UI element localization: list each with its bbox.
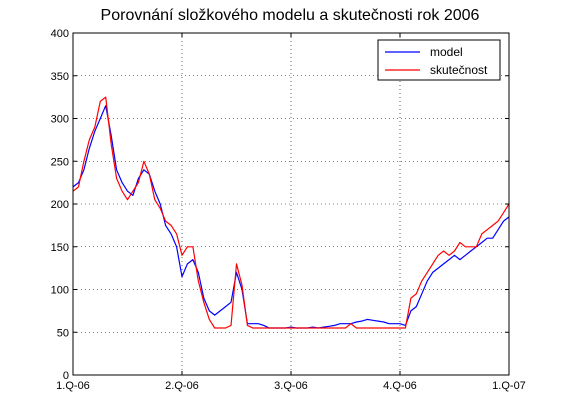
y-tick-label: 50 [57, 327, 69, 339]
y-axis: 0 50 100 150 200 250 300 350 400 [51, 28, 509, 382]
y-tick-label: 0 [63, 370, 69, 382]
grid-lines [73, 33, 509, 375]
legend: model skutečnost [377, 39, 501, 81]
plot-area-frame [72, 32, 510, 376]
y-tick-label: 250 [51, 156, 69, 168]
legend-skutecnost-label: skutečnost [430, 63, 488, 77]
y-tick-label: 300 [51, 114, 69, 126]
chart-title: Porovnání složkového modelu a skutečnost… [101, 7, 480, 24]
x-axis: 1.Q-06 2.Q-06 3.Q-06 4.Q-06 1.Q-07 [56, 33, 526, 392]
y-tick-label: 350 [51, 71, 69, 83]
x-tick-label: 4.Q-06 [383, 380, 417, 392]
x-tick-label: 1.Q-07 [492, 380, 526, 392]
y-tick-label: 400 [51, 28, 69, 40]
x-tick-label: 3.Q-06 [274, 380, 308, 392]
x-tick-label: 1.Q-06 [56, 380, 90, 392]
legend-model-label: model [430, 45, 463, 59]
legend-box [377, 39, 501, 81]
series-line-skutecnost [72, 96, 510, 329]
y-tick-label: 100 [51, 285, 69, 297]
y-tick-label: 150 [51, 242, 69, 254]
series-layer [72, 96, 510, 329]
series-line-model [72, 105, 510, 329]
y-tick-label: 200 [51, 199, 69, 211]
x-tick-label: 2.Q-06 [165, 380, 199, 392]
